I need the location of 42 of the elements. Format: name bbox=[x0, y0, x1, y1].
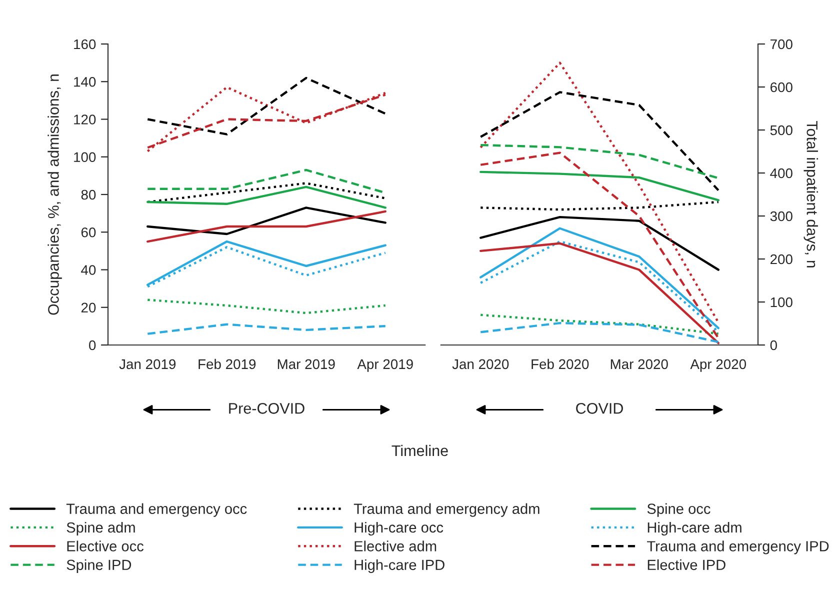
legend-label: Trauma and emergency adm bbox=[354, 503, 540, 517]
x-tick-label: Mar 2020 bbox=[610, 359, 668, 370]
y2-tick-label: 0 bbox=[770, 340, 777, 350]
x-tick-label: Apr 2020 bbox=[690, 359, 746, 372]
legend-label: Trauma and emergency IPD bbox=[647, 540, 829, 554]
y2-tick-label: 200 bbox=[770, 254, 792, 264]
y2-tick-label: 100 bbox=[770, 297, 792, 308]
y-tick-label: 20 bbox=[81, 302, 96, 313]
y-tick-label: 100 bbox=[74, 152, 96, 162]
y-tick-label: 40 bbox=[81, 265, 96, 275]
y-axis-title: Occupancies, %, and admissions, n bbox=[48, 74, 62, 315]
x-tick-label: Jan 2019 bbox=[119, 359, 176, 370]
y-tick-label: 80 bbox=[81, 190, 96, 200]
y-tick-label: 120 bbox=[74, 114, 96, 124]
y2-tick-label: 400 bbox=[770, 168, 792, 178]
legend-label: Trauma and emergency occ bbox=[66, 503, 247, 517]
text: Pre-COVID bbox=[229, 403, 304, 414]
y2-tick-label: 700 bbox=[770, 39, 792, 50]
legend-label: Spine adm bbox=[66, 522, 135, 536]
y-tick-label: 0 bbox=[89, 340, 96, 350]
legend-label: Elective occ bbox=[67, 540, 144, 552]
x-axis-title: Timeline bbox=[392, 444, 448, 456]
legend-label: Elective adm bbox=[354, 540, 436, 552]
y-tick-label: 60 bbox=[81, 227, 96, 238]
y2-axis-title: Total inpatient days, n bbox=[804, 120, 818, 268]
y-tick-label: 160 bbox=[74, 39, 96, 50]
legend-label: Spine occ bbox=[647, 503, 710, 517]
text: COVID bbox=[576, 403, 623, 414]
x-tick-label: Feb 2020 bbox=[532, 358, 589, 370]
legend-label: High-care occ bbox=[354, 522, 444, 536]
legend-label: High-care IPD bbox=[354, 559, 444, 573]
y-tick-label: 140 bbox=[74, 76, 96, 87]
legend-label: High-care adm bbox=[648, 522, 742, 536]
x-tick-label: Feb 2019 bbox=[198, 358, 256, 370]
x-tick-label: Mar 2019 bbox=[278, 359, 335, 370]
x-tick-label: Apr 2019 bbox=[357, 359, 413, 372]
x-tick-label: Jan 2020 bbox=[452, 359, 509, 370]
y2-tick-label: 300 bbox=[770, 211, 792, 222]
legend-label: Spine IPD bbox=[66, 559, 132, 573]
legend-label: Elective IPD bbox=[648, 559, 726, 570]
y2-tick-label: 600 bbox=[770, 82, 792, 92]
y2-tick-label: 500 bbox=[770, 125, 792, 136]
